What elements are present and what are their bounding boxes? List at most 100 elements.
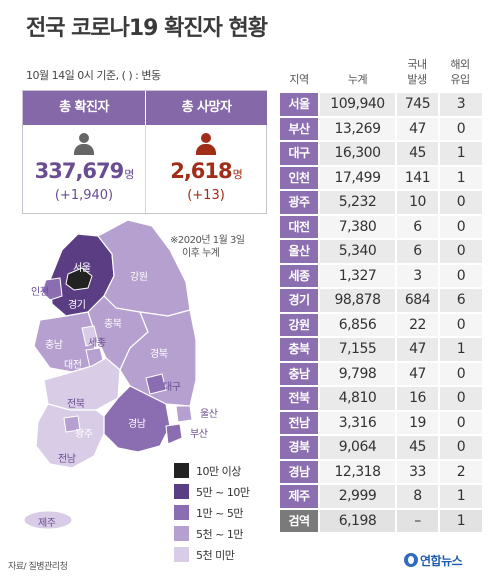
domestic-cell: 6	[397, 240, 438, 263]
domestic-cell: 8	[397, 485, 438, 508]
imported-cell: 0	[440, 191, 482, 214]
page-title: 전국 코로나19 확진자 현황	[26, 16, 268, 41]
map-label-ulsan: 울산	[200, 409, 218, 420]
table-row: 울산 5,340 6 0	[280, 239, 482, 264]
domestic-cell: 10	[397, 191, 438, 214]
region-cell: 인천	[280, 166, 318, 189]
table-row: 부산 13,269 47 0	[280, 117, 482, 142]
region-cell: 대전	[280, 215, 318, 238]
imported-cell: 1	[440, 485, 482, 508]
region-jeonnam	[35, 403, 105, 469]
table-row: 경북 9,064 45 0	[280, 435, 482, 460]
total-cell: 5,232	[320, 191, 395, 214]
domestic-cell: 22	[397, 313, 438, 336]
region-gwangju	[63, 415, 81, 433]
total-cell: 109,940	[320, 93, 395, 116]
region-cell: 강원	[280, 313, 318, 336]
imported-cell: 1	[440, 509, 482, 532]
total-cell: 1,327	[320, 264, 395, 287]
legend-swatch	[174, 547, 189, 562]
total-cell: 5,340	[320, 240, 395, 263]
region-cell: 충북	[280, 338, 318, 361]
domestic-cell: 33	[397, 460, 438, 483]
imported-cell: 0	[440, 264, 482, 287]
person-icon	[74, 133, 94, 155]
total-cell: 98,878	[320, 289, 395, 312]
map-label-chungbuk: 충북	[104, 319, 122, 330]
total-cell: 13,269	[320, 117, 395, 140]
domestic-cell: 6	[397, 215, 438, 238]
imported-cell: 1	[440, 338, 482, 361]
map-label-daegu: 대구	[163, 382, 181, 393]
region-incheon	[41, 277, 63, 301]
yonhap-logo-icon	[404, 553, 418, 567]
legend-label: 5천 미만	[196, 549, 235, 562]
table-row: 서울 109,940 745 3	[280, 92, 482, 117]
total-cell: 7,380	[320, 215, 395, 238]
imported-cell: 6	[440, 289, 482, 312]
table-row: 전북 4,810 16 0	[280, 386, 482, 411]
region-cell: 전남	[280, 411, 318, 434]
domestic-cell: 45	[397, 436, 438, 459]
map-note: ※2020년 1월 3일 이후 누계	[170, 235, 245, 259]
table-row: 세종 1,327 3 0	[280, 264, 482, 289]
region-sejong	[81, 325, 99, 347]
basis-note: 10월 14일 0시 기준, ( ) : 변동	[26, 69, 161, 82]
imported-cell: 3	[440, 93, 482, 116]
domestic-cell: 141	[397, 166, 438, 189]
region-cell: 울산	[280, 240, 318, 263]
total-cell: 9,064	[320, 436, 395, 459]
korea-map	[23, 220, 197, 530]
table-row: 인천 17,499 141 1	[280, 166, 482, 191]
map-label-gyeonggi: 경기	[68, 300, 86, 311]
legend-swatch	[174, 505, 189, 520]
map-label-daejeon: 대전	[64, 360, 82, 371]
header-region: 지역	[289, 73, 309, 86]
total-deaths-change: (+13)	[187, 188, 225, 203]
map-label-seoul: 서울	[73, 263, 91, 274]
total-cell: 16,300	[320, 142, 395, 165]
table-row: 대전 7,380 6 0	[280, 215, 482, 240]
domestic-cell: 47	[397, 338, 438, 361]
domestic-cell: 745	[397, 93, 438, 116]
total-confirmed-change: (+1,940)	[54, 188, 114, 203]
map-label-gyeongnam: 경남	[128, 419, 146, 430]
imported-cell: 0	[440, 436, 482, 459]
imported-cell: 0	[440, 411, 482, 434]
imported-cell: 0	[440, 240, 482, 263]
map-label-incheon: 인천	[31, 287, 49, 298]
total-confirmed-header: 총 확진자	[23, 91, 145, 125]
region-cell: 전북	[280, 387, 318, 410]
imported-cell: 1	[440, 166, 482, 189]
map-label-gangwon: 강원	[130, 272, 148, 283]
map-label-sejong: 세종	[88, 338, 106, 349]
table-row: 충남 9,798 47 0	[280, 362, 482, 387]
table-row: 검역 6,198–1	[280, 509, 482, 534]
brand-name: 연합뉴스	[420, 554, 463, 568]
domestic-cell: –	[397, 509, 438, 532]
imported-cell: 0	[440, 215, 482, 238]
total-deaths-header: 총 사망자	[145, 91, 267, 125]
table-row: 강원 6,856 22 0	[280, 313, 482, 338]
domestic-cell: 16	[397, 387, 438, 410]
total-cell: 12,318	[320, 460, 395, 483]
table-rows: 서울 109,940 745 3 부산 13,269 47 0 대구 16,300 45 1 인천 17,…	[280, 92, 482, 533]
total-cell: 17,499	[320, 166, 395, 189]
total-cell: 6,856	[320, 313, 395, 336]
total-cell: 4,810	[320, 387, 395, 410]
person-icon	[196, 133, 216, 155]
imported-cell: 0	[440, 117, 482, 140]
header-domestic: 국내 발생	[407, 58, 427, 86]
legend-label: 5천 ~ 1만	[196, 528, 243, 541]
map-label-gyeongbuk: 경북	[150, 349, 168, 360]
legend-label: 10만 이상	[196, 465, 241, 478]
region-cell: 제주	[280, 485, 318, 508]
region-cell: 검역	[280, 509, 318, 532]
map-label-jeonbuk: 전북	[67, 399, 85, 410]
legend-swatch	[174, 463, 189, 478]
total-cell: 7,155	[320, 338, 395, 361]
domestic-cell: 47	[397, 362, 438, 385]
table-row: 제주 2,999 8 1	[280, 484, 482, 509]
source-note: 자료/ 질병관리청	[8, 562, 68, 572]
region-cell: 부산	[280, 117, 318, 140]
